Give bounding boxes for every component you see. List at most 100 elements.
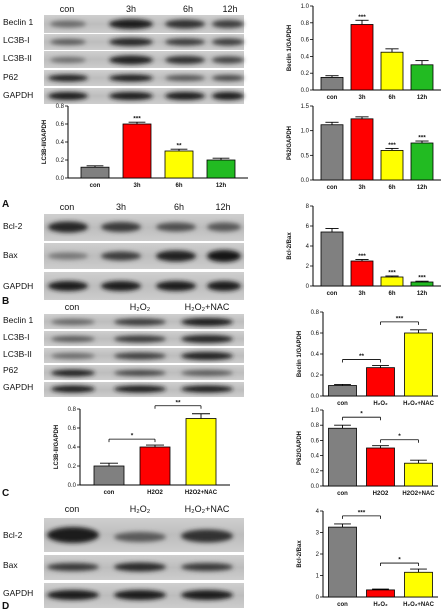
y-axis-title: LC3B-II/GAPDH [42, 120, 48, 164]
y-tick-label: 0 [316, 595, 320, 601]
bracket-label: ** [175, 399, 181, 406]
y-tick-label: 0.0 [311, 394, 320, 400]
category-label: 3h [358, 95, 365, 101]
y-tick-label: 0.0 [56, 176, 65, 182]
y-tick-label: 3 [316, 531, 320, 537]
y-tick-label: 4 [306, 244, 310, 250]
bar [139, 446, 171, 486]
blot-bands [48, 221, 241, 291]
chart-beclin-nac: 0.0 0.2 0.4 0.6 0.8 Beclin 1/GAPDH con H₂O₂ H₂O₂… [297, 310, 438, 407]
bar [320, 231, 344, 287]
y-tick-label: 1.5 [301, 104, 310, 110]
significance-label: *** [418, 275, 426, 282]
bar [93, 465, 125, 486]
category-label: H2O2 [147, 490, 163, 496]
y-tick-label: 0.4 [68, 445, 77, 451]
lane-label: con [60, 202, 75, 212]
category-label: 12h [216, 183, 227, 189]
chart-lc3b-time: 0.0 0.2 0.4 0.6 0.8 LC3B-II/GAPDH con *** 3h ** 6h… [42, 104, 248, 189]
bar [404, 462, 433, 487]
blot-row-label: GAPDH [3, 382, 33, 392]
y-tick-label: 0.4 [301, 54, 310, 60]
lane-label: H₂O₂ [130, 504, 151, 514]
bracket-label: * [360, 411, 363, 418]
y-tick-label: 0.6 [311, 438, 320, 444]
bracket-label: * [398, 433, 401, 440]
bracket-label: *** [358, 509, 366, 516]
bar [320, 77, 344, 91]
y-axis-title: Beclin 1/GAPDH [287, 25, 293, 71]
bar [350, 24, 374, 91]
blot-row-label: LC3B-II [3, 53, 32, 63]
category-label: con [337, 491, 348, 497]
y-tick-label: 8 [306, 204, 310, 210]
category-label: con [327, 95, 338, 101]
y-axis-title: P62/GAPDH [297, 431, 303, 465]
chart-bcl2bax-time: 0 2 4 6 8 Bcl-2/Bax con *** 3h *** 6h *** 12h [287, 204, 441, 297]
blot-bands [48, 19, 244, 100]
y-tick-label: 6 [306, 224, 310, 230]
category-label: H2O2 [373, 491, 389, 497]
bar [366, 367, 395, 397]
y-tick-label: 0.4 [311, 454, 320, 460]
category-label: con [327, 291, 338, 297]
blot-bands [47, 527, 233, 600]
blot-panel-c: con H₂O₂ H₂O₂+NAC Bcl-2 Bax GAPDH D [2, 504, 244, 612]
category-label: 6h [388, 291, 395, 297]
significance-label: *** [388, 142, 396, 149]
lane-label: H₂O₂+NAC [185, 504, 230, 514]
bar [328, 385, 357, 397]
category-label: 12h [417, 185, 428, 191]
lane-label: con [60, 4, 75, 14]
category-label: 3h [358, 291, 365, 297]
blot-row-label: LC3B-I [3, 332, 29, 342]
blot-row-label: Bax [3, 560, 18, 570]
bar [410, 142, 434, 181]
y-tick-label: 0.8 [56, 104, 65, 110]
category-label: H₂O₂ [373, 401, 388, 407]
category-label: 6h [388, 95, 395, 101]
bar [380, 276, 404, 287]
significance-label: *** [133, 116, 141, 123]
blot-panel-b: con H₂O₂ H₂O₂+NAC Beclin 1 LC3B-I LC3B-I… [2, 302, 244, 499]
blot-row-label: LC3B-I [3, 35, 29, 45]
category-label: con [327, 185, 338, 191]
category-label: 3h [133, 183, 140, 189]
panel-letter: A [2, 199, 9, 210]
y-tick-label: 0.8 [301, 21, 310, 27]
significance-label: *** [418, 135, 426, 142]
y-tick-label: 0.2 [56, 158, 65, 164]
y-axis-title: Bcl-2/Bax [297, 540, 303, 568]
category-label: H₂O₂+NAC [403, 401, 435, 407]
y-tick-label: 0.0 [301, 178, 310, 184]
bar [320, 124, 344, 181]
blot-bands [51, 318, 233, 393]
y-axis-title: Bcl-2/Bax [287, 232, 293, 260]
y-tick-label: 0.5 [301, 153, 310, 159]
bar [410, 64, 434, 91]
panel-letter: C [2, 488, 9, 499]
category-label: H₂O₂ [373, 602, 388, 608]
y-tick-label: 0.0 [68, 483, 77, 489]
category-label: 6h [388, 185, 395, 191]
y-tick-label: 1.0 [301, 4, 310, 10]
blot-row-label: GAPDH [3, 281, 33, 291]
bracket-label: ** [359, 353, 365, 360]
y-tick-label: 0.2 [311, 373, 320, 379]
y-tick-label: 0.2 [68, 464, 77, 470]
category-label: H2O2+NAC [185, 490, 218, 496]
y-tick-label: 0.0 [311, 484, 320, 490]
bar [366, 447, 395, 487]
category-label: 6h [175, 183, 182, 189]
blot-row-label: Beclin 1 [3, 17, 34, 27]
y-tick-label: 0.6 [68, 426, 77, 432]
category-label: H2O2+NAC [402, 491, 435, 497]
lane-label: 12h [215, 202, 230, 212]
category-label: 12h [417, 291, 428, 297]
y-tick-label: 0.4 [56, 140, 65, 146]
lane-label: 6h [183, 4, 193, 14]
category-label: 12h [417, 95, 428, 101]
lane-label: 6h [174, 202, 184, 212]
